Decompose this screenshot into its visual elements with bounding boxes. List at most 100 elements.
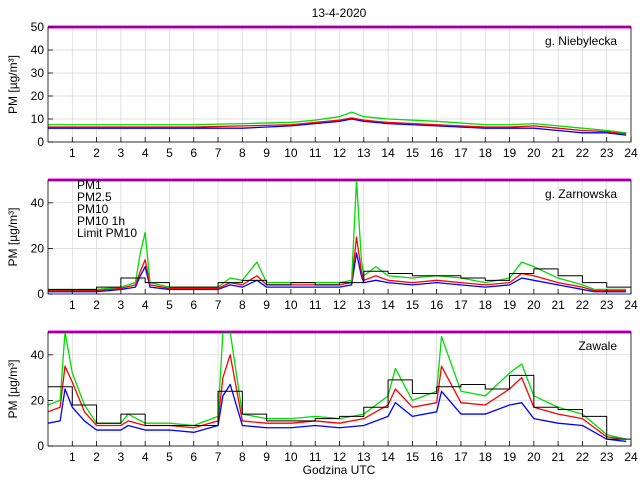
x-tick-label: 22	[576, 298, 590, 312]
x-tick-label: 15	[406, 450, 420, 464]
x-tick-label: 1	[69, 146, 76, 160]
series-pm1	[47, 383, 627, 443]
x-tick-label: 6	[190, 298, 197, 312]
x-tick-label: 9	[263, 298, 270, 312]
x-tick-label: 8	[239, 298, 246, 312]
x-tick-label: 24	[624, 298, 638, 312]
x-tick-label: 12	[333, 450, 347, 464]
x-tick-label: 9	[263, 450, 270, 464]
x-tick-label: 7	[215, 298, 222, 312]
x-tick-label: 5	[166, 450, 173, 464]
y-tick-label: 10	[31, 112, 45, 126]
x-tick-label: 6	[190, 450, 197, 464]
x-tick-label: 23	[600, 146, 614, 160]
x-tick-label: 21	[551, 450, 565, 464]
legend-entry: PM2.5	[77, 190, 112, 204]
x-tick-label: 3	[118, 146, 125, 160]
x-tick-label: 14	[381, 450, 395, 464]
x-tick-label: 7	[215, 146, 222, 160]
x-tick-label: 12	[333, 298, 347, 312]
x-tick-label: 19	[503, 146, 517, 160]
x-tick-label: 4	[142, 298, 149, 312]
station-label: g. Niebylecka	[545, 34, 617, 48]
y-tick-label: 0	[37, 439, 44, 453]
series-pm10	[48, 111, 627, 134]
x-tick-label: 7	[215, 450, 222, 464]
chart-title: 13-4-2020	[312, 6, 367, 20]
x-tick-label: 8	[239, 450, 246, 464]
station-label: Zawale	[578, 339, 617, 353]
series-pm10	[48, 179, 627, 291]
x-tick-label: 13	[357, 450, 371, 464]
x-tick-label: 10	[284, 298, 298, 312]
x-tick-label: 23	[600, 450, 614, 464]
y-axis-label: PM [µg/m³]	[6, 208, 20, 267]
x-tick-label: 16	[430, 298, 444, 312]
y-tick-label: 20	[31, 241, 45, 255]
y-tick-label: 20	[31, 89, 45, 103]
x-tick-label: 17	[454, 298, 468, 312]
series-pm1	[48, 252, 627, 293]
x-tick-label: 11	[309, 298, 322, 312]
x-tick-label: 1	[69, 298, 76, 312]
y-tick-label: 30	[31, 66, 45, 80]
x-tick-label: 14	[381, 298, 395, 312]
x-tick-label: 14	[381, 146, 395, 160]
x-tick-label: 5	[166, 298, 173, 312]
x-tick-label: 3	[118, 298, 125, 312]
x-tick-label: 16	[430, 450, 444, 464]
x-tick-label: 13	[357, 298, 371, 312]
x-tick-label: 24	[624, 146, 638, 160]
x-tick-label: 2	[93, 450, 100, 464]
station-label: g. Zarnowska	[545, 187, 617, 201]
series-pm10-1h	[48, 374, 631, 440]
x-tick-label: 21	[551, 298, 565, 312]
y-tick-label: 0	[37, 287, 44, 301]
x-tick-label: 18	[479, 146, 493, 160]
x-tick-label: 4	[142, 146, 149, 160]
x-tick-label: 1	[69, 450, 76, 464]
x-tick-label: 22	[576, 146, 590, 160]
x-tick-label: 21	[551, 146, 565, 160]
x-axis-label: Godzina UTC	[303, 463, 376, 477]
x-tick-label: 24	[624, 450, 638, 464]
x-tick-label: 22	[576, 450, 590, 464]
x-tick-label: 18	[479, 450, 493, 464]
series-pm1	[48, 118, 627, 136]
legend-entry: PM10 1h	[77, 214, 125, 228]
y-axis-label: PM [µg/m³]	[6, 55, 20, 114]
x-tick-label: 20	[527, 146, 541, 160]
y-tick-label: 0	[37, 135, 44, 149]
y-tick-label: 50	[31, 20, 45, 34]
y-tick-label: 40	[31, 196, 45, 210]
x-tick-label: 5	[166, 146, 173, 160]
x-tick-label: 16	[430, 146, 444, 160]
x-tick-label: 11	[309, 146, 322, 160]
series-pm2-5	[47, 354, 627, 440]
series-pm10-1h	[48, 268, 631, 290]
x-tick-label: 15	[406, 298, 420, 312]
x-tick-label: 9	[263, 146, 270, 160]
x-tick-label: 11	[309, 450, 322, 464]
x-tick-label: 10	[284, 146, 298, 160]
x-tick-label: 19	[503, 298, 517, 312]
x-tick-label: 13	[357, 146, 371, 160]
legend-entry: PM1	[77, 178, 102, 192]
x-tick-label: 15	[406, 146, 420, 160]
series-pm2-5	[48, 117, 627, 135]
x-tick-label: 6	[190, 146, 197, 160]
x-tick-label: 12	[333, 146, 347, 160]
x-tick-label: 3	[118, 450, 125, 464]
x-tick-label: 18	[479, 298, 493, 312]
x-tick-label: 23	[600, 298, 614, 312]
x-tick-label: 8	[239, 146, 246, 160]
legend-entry: PM10	[77, 202, 109, 216]
y-axis-label: PM [µg/m³]	[6, 360, 20, 419]
y-tick-label: 40	[31, 348, 45, 362]
x-tick-label: 19	[503, 450, 517, 464]
x-tick-label: 20	[527, 298, 541, 312]
x-tick-label: 2	[93, 146, 100, 160]
